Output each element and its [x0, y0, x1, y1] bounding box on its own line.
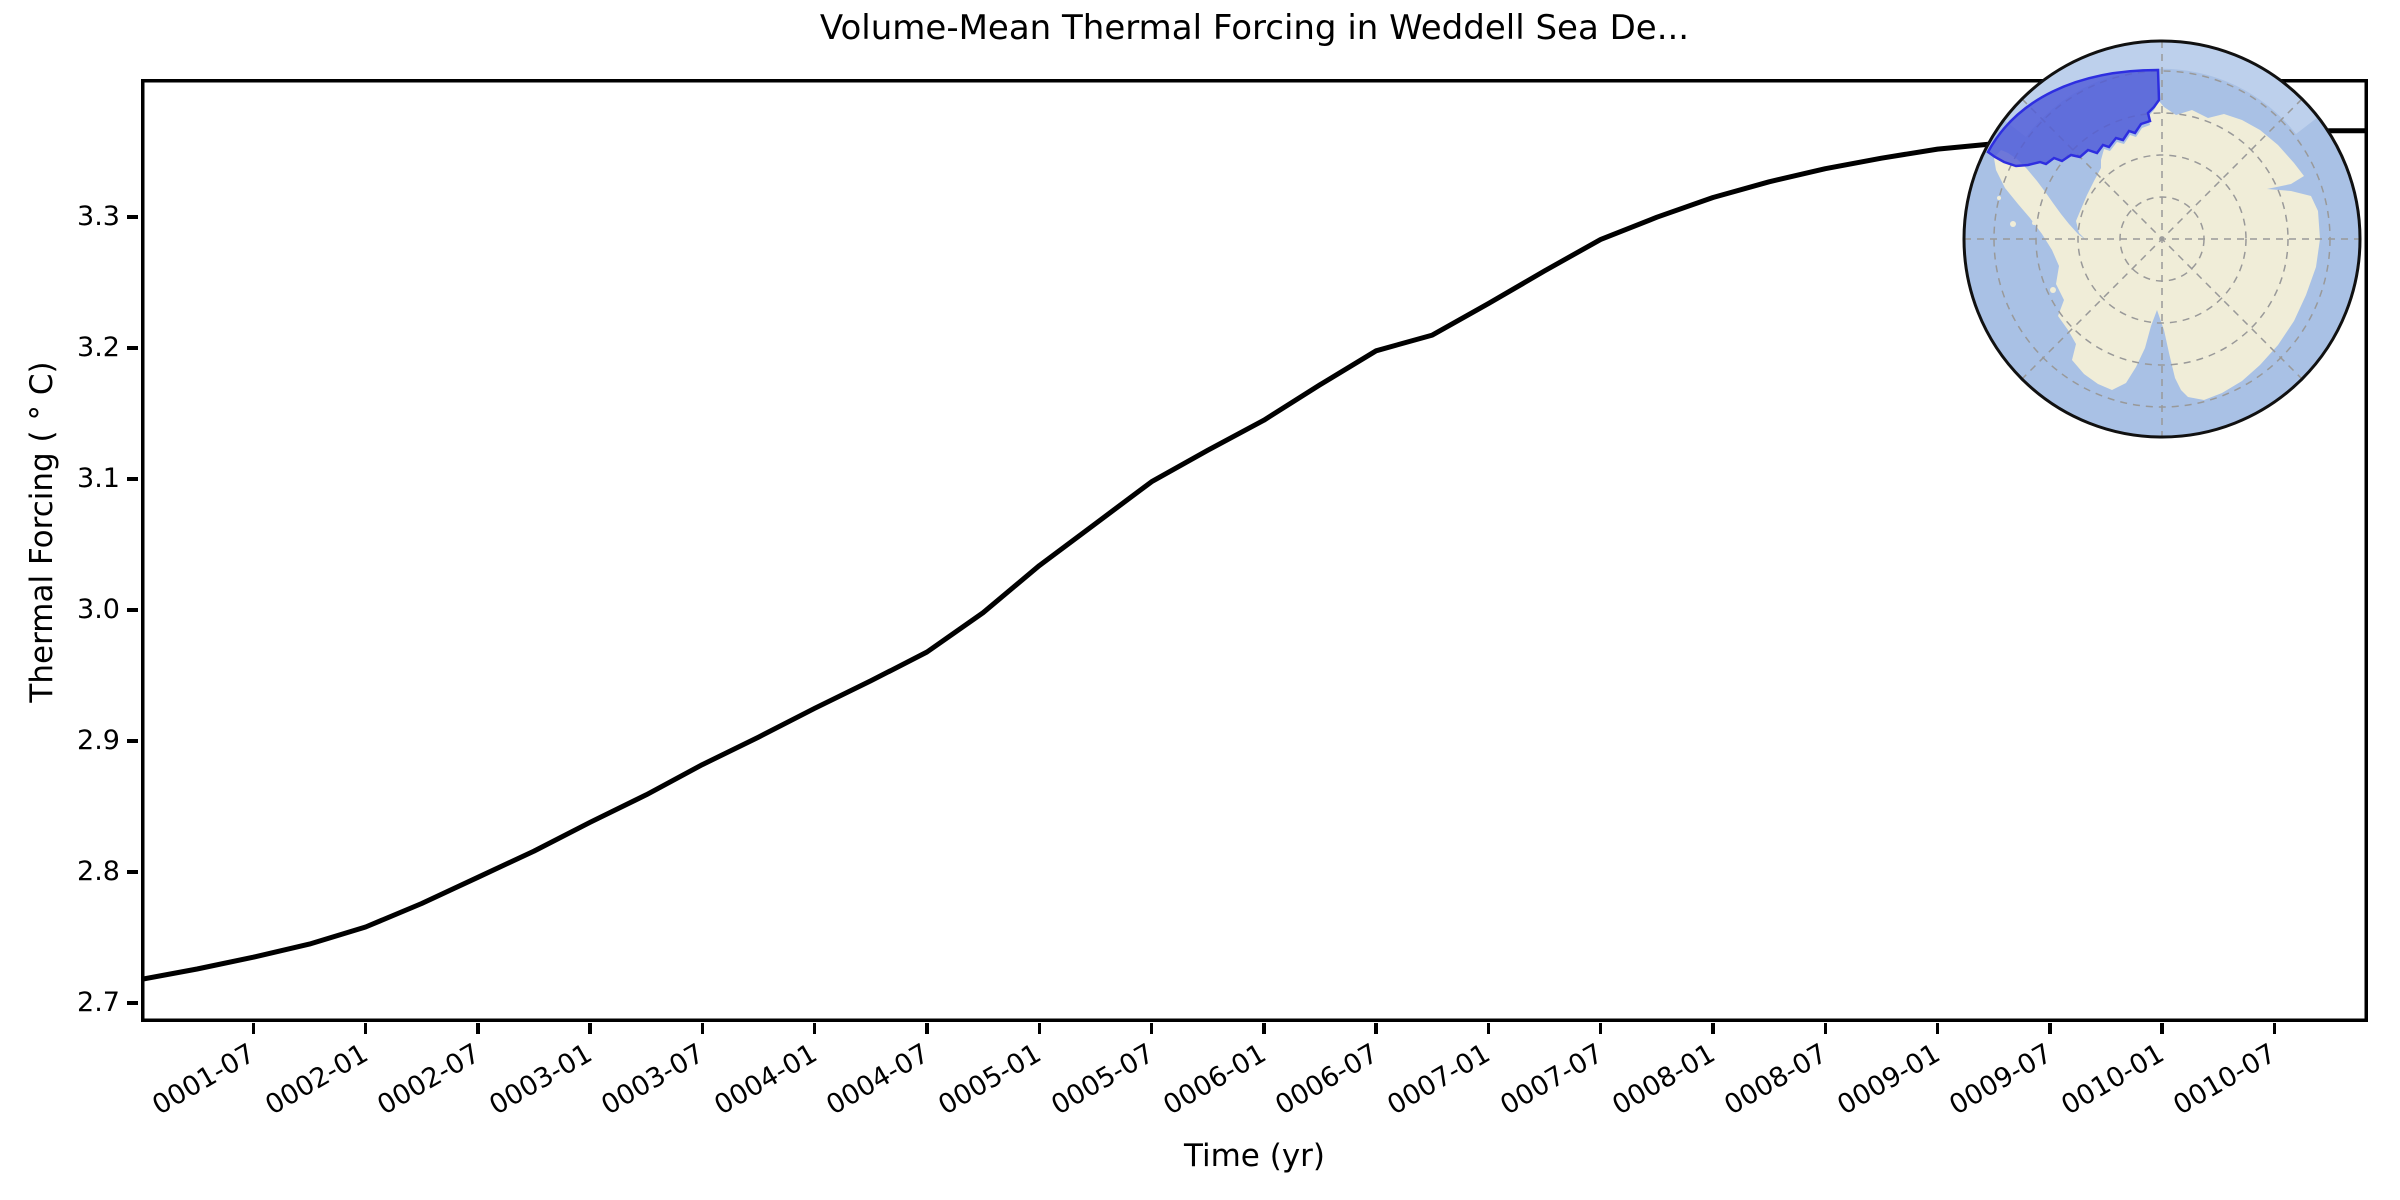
x-tick-mark — [925, 1023, 929, 1034]
x-tick-mark — [2272, 1023, 2277, 1034]
x-tick-mark — [700, 1023, 705, 1034]
y-tick-mark — [127, 215, 138, 219]
y-tick-label: 3.3 — [77, 201, 120, 233]
x-tick-mark — [812, 1023, 817, 1034]
x-tick-mark — [1935, 1023, 1940, 1034]
antarctica-landmass — [1994, 101, 2320, 400]
y-tick-mark — [127, 739, 138, 743]
x-tick-mark — [1374, 1023, 1378, 1034]
weddell-region-highlight — [1988, 70, 2159, 166]
x-tick-mark — [1711, 1023, 1715, 1034]
y-tick-label: 2.9 — [77, 725, 120, 757]
y-tick-label: 3.1 — [77, 463, 120, 495]
y-tick-label: 3.2 — [77, 332, 120, 364]
x-tick-mark — [1486, 1023, 1491, 1034]
x-tick-mark — [1037, 1023, 1042, 1034]
y-axis-label: Thermal Forcing ( ° C) — [24, 361, 60, 703]
x-tick-mark — [363, 1023, 368, 1034]
chart-title: Volume-Mean Thermal Forcing in Weddell S… — [819, 8, 1690, 48]
x-tick-mark — [476, 1023, 480, 1034]
y-tick-label: 3.0 — [77, 594, 120, 626]
antarctica-inset-map — [1962, 39, 2362, 439]
x-axis-label: Time (yr) — [1184, 1138, 1325, 1174]
x-tick-mark — [1149, 1023, 1154, 1034]
axes-spines — [141, 79, 2368, 1022]
y-tick-mark — [127, 346, 138, 350]
x-tick-mark — [1262, 1023, 1266, 1034]
y-tick-mark — [127, 608, 138, 612]
y-tick-mark — [127, 1001, 138, 1005]
island-dots — [1997, 187, 2070, 293]
x-tick-mark — [1598, 1023, 1603, 1034]
map-rim-circle — [1962, 39, 2362, 439]
graticule — [1964, 41, 2360, 437]
weddell-region-border — [1986, 68, 2161, 168]
x-tick-mark — [588, 1023, 592, 1034]
y-tick-mark — [127, 477, 138, 481]
y-tick-mark — [127, 870, 138, 874]
y-tick-label: 2.7 — [77, 987, 120, 1018]
x-tick-mark — [251, 1023, 256, 1034]
y-tick-label: 2.8 — [77, 856, 120, 888]
x-tick-mark — [1823, 1023, 1828, 1034]
x-tick-mark — [2160, 1023, 2164, 1034]
x-tick-mark — [2048, 1023, 2052, 1034]
